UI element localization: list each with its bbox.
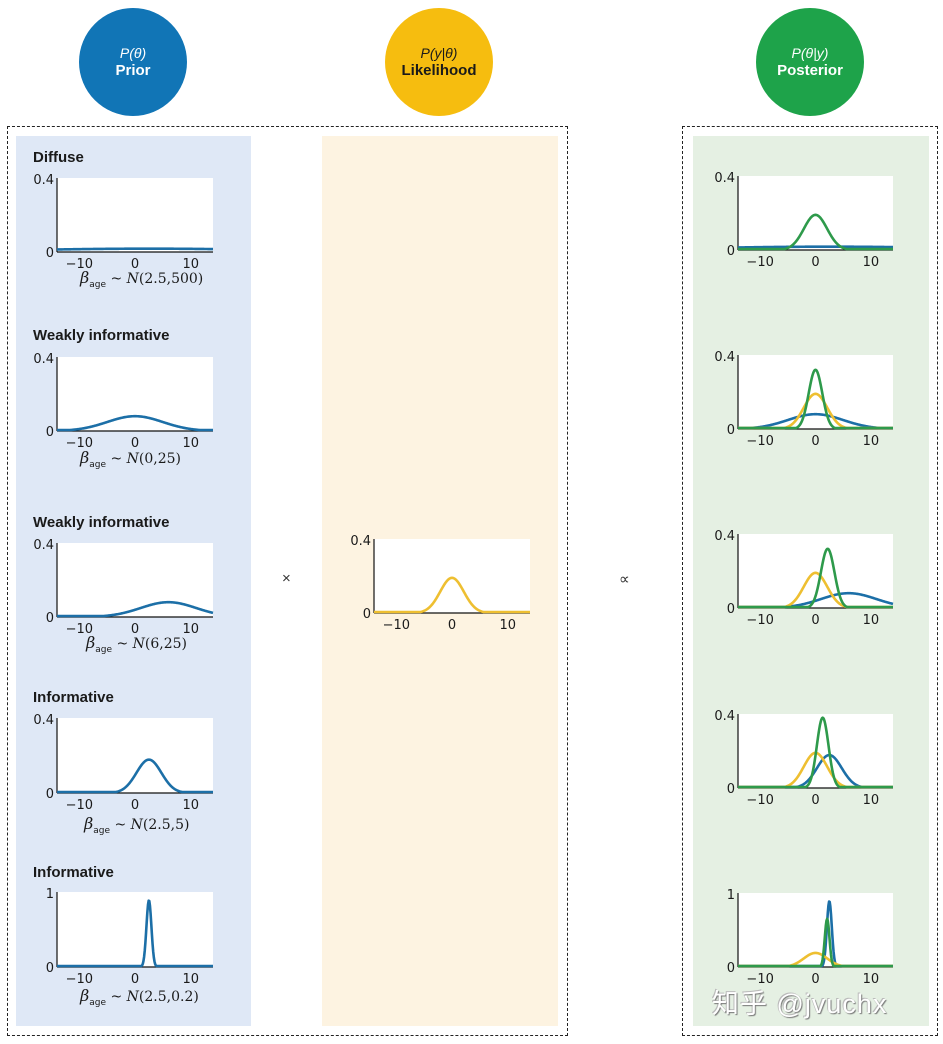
svg-text:0: 0 — [811, 613, 819, 628]
prior-4-xlabel: βage ~ N(2.5,5) — [84, 814, 190, 836]
prior-2-title: Weakly informative — [33, 327, 170, 344]
posterior-3-plot: 0 0.4 −10 0 10 — [714, 529, 894, 628]
svg-text:0.4: 0.4 — [33, 713, 54, 728]
likelihood-header-circle: P(y|θ) Likelihood — [385, 8, 493, 116]
svg-text:0: 0 — [811, 972, 819, 987]
svg-text:−10: −10 — [66, 257, 93, 272]
svg-text:0: 0 — [727, 244, 735, 259]
svg-text:10: 10 — [863, 255, 880, 270]
svg-text:0: 0 — [46, 787, 54, 802]
svg-text:0: 0 — [811, 793, 819, 808]
posterior-group — [682, 126, 938, 1036]
svg-text:10: 10 — [863, 434, 880, 449]
prior-3-plot: 0 0.4 −10 0 10 — [33, 538, 214, 637]
svg-text:0: 0 — [448, 618, 456, 633]
svg-text:−10: −10 — [746, 255, 773, 270]
svg-text:0: 0 — [131, 798, 139, 813]
svg-text:0: 0 — [811, 434, 819, 449]
svg-text:0: 0 — [363, 607, 371, 622]
svg-text:0: 0 — [727, 782, 735, 797]
svg-text:10: 10 — [182, 622, 199, 637]
prior-header-circle: P(θ) Prior — [79, 8, 187, 116]
svg-text:0: 0 — [46, 246, 54, 261]
svg-text:0: 0 — [131, 436, 139, 451]
svg-text:1: 1 — [46, 887, 54, 902]
prior-formula: P(θ) — [119, 45, 147, 61]
prior-1-plot: 0 0.4 −10 0 10 — [33, 173, 214, 272]
svg-text:10: 10 — [863, 613, 880, 628]
prior-3-title: Weakly informative — [33, 514, 170, 531]
prior-4-title: Informative — [33, 689, 114, 706]
prior-5-xlabel: βage ~ N(2.5,0.2) — [80, 986, 199, 1008]
svg-text:10: 10 — [182, 257, 199, 272]
svg-text:0.4: 0.4 — [33, 352, 54, 367]
svg-text:10: 10 — [182, 972, 199, 987]
svg-text:0: 0 — [46, 961, 54, 976]
svg-text:−10: −10 — [746, 434, 773, 449]
prior-label: Prior — [115, 62, 151, 79]
svg-text:0.4: 0.4 — [350, 534, 371, 549]
prior-5-plot: 0 1 −10 0 10 — [46, 887, 214, 987]
svg-text:0.4: 0.4 — [714, 529, 735, 544]
svg-text:10: 10 — [499, 618, 516, 633]
prior-4-plot: 0 0.4 −10 0 10 — [33, 713, 214, 813]
prior-2-xlabel: βage ~ N(0,25) — [80, 448, 182, 470]
svg-text:0.4: 0.4 — [33, 538, 54, 553]
svg-text:0: 0 — [727, 423, 735, 438]
proportional-operator: ∝ — [619, 571, 630, 588]
prior-5-title: Informative — [33, 864, 114, 881]
likelihood-formula: P(y|θ) — [420, 45, 458, 61]
svg-text:0.4: 0.4 — [714, 350, 735, 365]
multiply-operator: × — [282, 570, 291, 587]
svg-text:−10: −10 — [66, 436, 93, 451]
posterior-2-plot: 0 0.4 −10 0 10 — [714, 350, 894, 449]
prior-likelihood-group — [7, 126, 568, 1036]
svg-text:0: 0 — [46, 425, 54, 440]
svg-text:−10: −10 — [66, 622, 93, 637]
posterior-label: Posterior — [777, 62, 843, 79]
svg-text:−10: −10 — [746, 793, 773, 808]
svg-text:1: 1 — [727, 888, 735, 903]
svg-text:0: 0 — [727, 602, 735, 617]
svg-text:−10: −10 — [746, 972, 773, 987]
svg-text:0: 0 — [131, 622, 139, 637]
svg-text:10: 10 — [182, 798, 199, 813]
svg-text:0: 0 — [46, 611, 54, 626]
svg-text:−10: −10 — [66, 798, 93, 813]
svg-text:0.4: 0.4 — [714, 171, 735, 186]
prior-3-xlabel: βage ~ N(6,25) — [86, 633, 188, 655]
posterior-4-plot: 0 0.4 −10 0 10 — [714, 709, 894, 808]
svg-text:−10: −10 — [383, 618, 410, 633]
likelihood-label: Likelihood — [401, 62, 477, 79]
posterior-5-plot: 0 1 −10 0 10 — [727, 888, 894, 987]
watermark: 知乎 @jvuchx — [712, 989, 888, 1019]
svg-text:0: 0 — [727, 961, 735, 976]
svg-text:10: 10 — [863, 793, 880, 808]
svg-text:0: 0 — [131, 257, 139, 272]
svg-text:0.4: 0.4 — [33, 173, 54, 188]
likelihood-plot: 0 0.4 −10 0 10 — [350, 534, 531, 633]
prior-1-title: Diffuse — [33, 149, 84, 166]
svg-text:−10: −10 — [66, 972, 93, 987]
svg-text:0: 0 — [811, 255, 819, 270]
svg-text:10: 10 — [182, 436, 199, 451]
posterior-1-plot: 0 0.4 −10 0 10 — [714, 171, 894, 270]
svg-text:0: 0 — [131, 972, 139, 987]
prior-2-plot: 0 0.4 −10 0 10 — [33, 352, 214, 451]
prior-1-xlabel: βage ~ N(2.5,500) — [80, 268, 204, 290]
posterior-formula: P(θ|y) — [791, 45, 829, 61]
svg-text:0.4: 0.4 — [714, 709, 735, 724]
svg-text:10: 10 — [863, 972, 880, 987]
posterior-header-circle: P(θ|y) Posterior — [756, 8, 864, 116]
svg-text:−10: −10 — [746, 613, 773, 628]
